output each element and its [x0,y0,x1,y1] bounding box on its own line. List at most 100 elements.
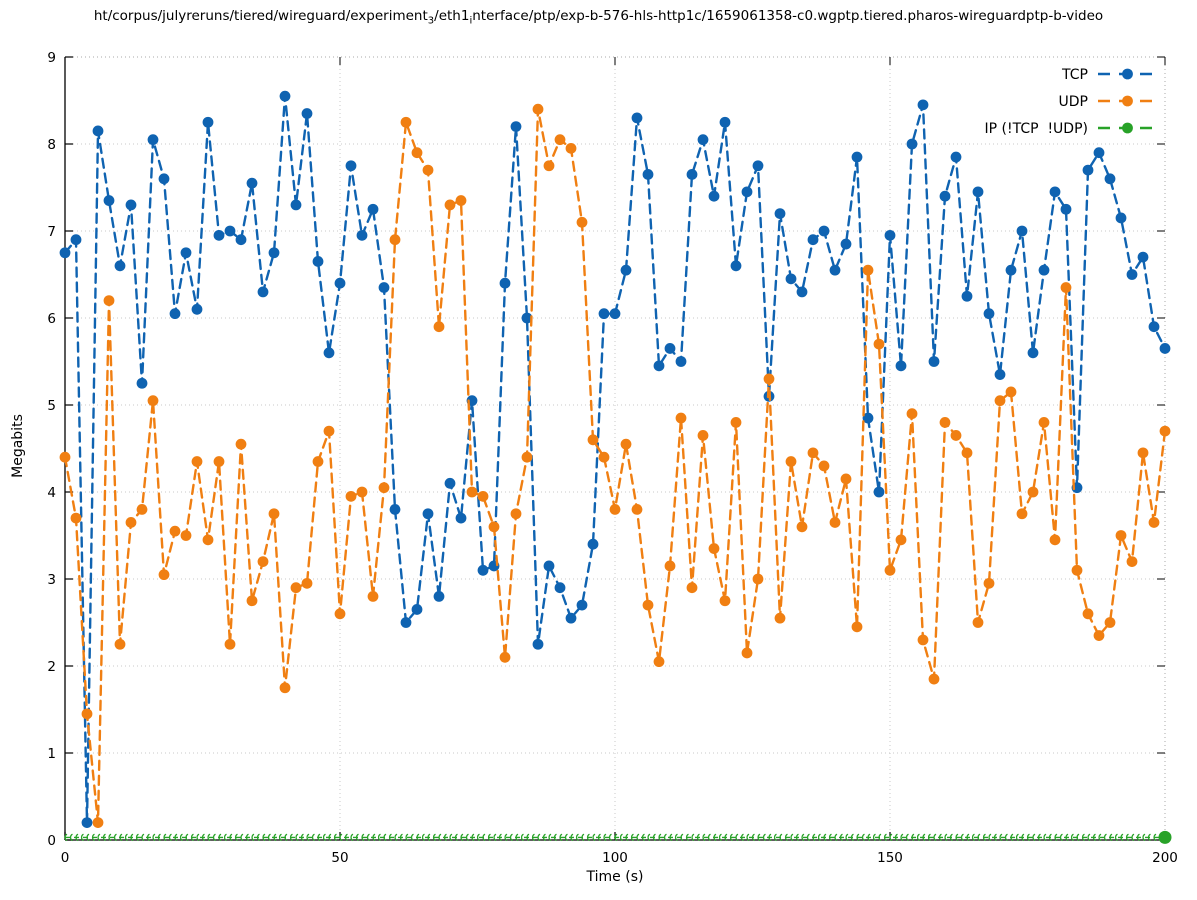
ip-marker [768,833,772,842]
ip-marker [251,833,255,842]
ip-marker [234,833,238,842]
ip-marker [80,833,84,842]
ip-marker [443,833,447,842]
tcp-point [301,108,313,119]
ip-marker [867,833,871,842]
udp-point [554,134,566,146]
ip-marker [1114,833,1118,842]
ip-marker [625,833,629,842]
ip-marker [394,833,398,842]
ip-marker [614,833,618,842]
tcp-point [290,199,302,211]
ip-marker [273,833,277,842]
tcp-point [928,356,940,367]
udp-point [1126,556,1138,567]
ip-marker [113,833,117,842]
ip-marker [493,833,497,842]
tcp-point [642,169,654,180]
ip-marker [872,833,876,842]
tcp-point [972,186,984,198]
ip-marker [97,833,101,842]
ip-marker [773,833,777,842]
ip-marker [856,833,860,842]
udp-point [334,608,346,620]
ip-marker [355,833,359,842]
tcp-point [708,190,720,202]
tcp-point [774,208,786,220]
ip-marker [328,833,332,842]
ip-marker [751,833,755,842]
ip-marker [1037,833,1041,842]
tcp-point [917,99,929,111]
ip-marker [636,833,640,842]
ip-marker [619,833,623,842]
ip-marker [1076,833,1080,842]
ip-marker [993,833,997,842]
ip-marker [900,833,904,842]
udp-point [785,456,797,467]
ip-marker [570,833,574,842]
legend-item-tcp: TCP [1061,67,1157,83]
tcp-point [158,173,170,185]
ip-marker [267,833,271,842]
ip-marker [861,833,865,842]
legend-label: UDP [1059,94,1088,110]
ip-marker [350,833,354,842]
udp-point [70,512,82,524]
ip-marker [240,833,244,842]
ip-marker [1153,833,1157,842]
udp-point [103,295,115,306]
ip-marker [889,833,893,842]
udp-point [565,142,577,154]
ip-marker [988,833,992,842]
tcp-point [279,90,291,102]
ip-marker [75,833,79,842]
udp-point [807,447,819,459]
udp-point [279,682,291,694]
udp-point [345,490,357,502]
udp-point [367,591,379,602]
udp-point [59,451,71,463]
tcp-point [345,160,357,172]
ip-marker [179,833,183,842]
ip-marker [185,833,189,842]
tcp-point [180,247,192,259]
tcp-point [873,486,885,498]
udp-point [92,817,104,828]
tcp-point [1159,343,1171,354]
tcp-point [477,564,489,576]
legend-item-udp: UDP [1059,94,1157,110]
udp-point [1093,630,1105,641]
udp-point [1071,564,1083,576]
tcp-point [587,538,599,550]
tcp-point [70,234,82,246]
udp-point [730,417,742,428]
ip-marker [834,833,838,842]
ip-marker [1059,833,1063,842]
ip-marker [146,833,150,842]
ip-marker [581,833,585,842]
ip-marker [680,833,684,842]
y-tick-label: 7 [47,224,56,240]
udp-point [257,556,269,567]
ip-marker [119,833,123,842]
legend-item-ip: IP (!TCP !UDP) [985,121,1157,137]
ip-marker [1120,833,1124,842]
ip-marker [1092,833,1096,842]
udp-point [378,482,390,494]
udp-point [488,521,500,533]
udp-point [202,534,214,546]
ip-marker [586,833,590,842]
udp-point [323,425,335,437]
ip-marker [729,833,733,842]
udp-point [686,582,698,594]
tcp-point [1126,269,1138,280]
udp-point [697,430,709,441]
udp-point [136,504,148,515]
ip-marker [1015,833,1019,842]
ip-marker [388,833,392,842]
ip-marker [1004,833,1008,842]
tcp-point [994,369,1006,380]
udp-point [664,560,676,572]
